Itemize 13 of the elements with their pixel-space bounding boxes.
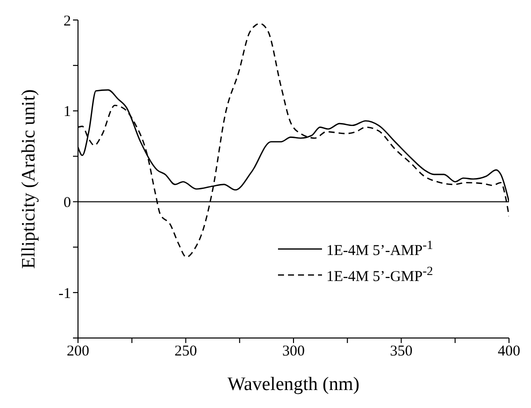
x-tick-label: 400 bbox=[498, 344, 520, 360]
y-axis-title: Ellipticity (Arabic unit) bbox=[18, 89, 40, 269]
x-tick-label: 200 bbox=[66, 344, 90, 360]
legend-label: 1E-4M 5’-AMP$^{-1}$ bbox=[326, 238, 433, 260]
y-tick-label: 0 bbox=[64, 195, 71, 212]
y-tick-label: 2 bbox=[64, 13, 71, 30]
x-tick-label: 250 bbox=[174, 344, 197, 360]
x-axis-title: Wavelength (nm) bbox=[228, 374, 360, 395]
x-tick-label: 300 bbox=[282, 344, 305, 360]
y-tick-label: -1 bbox=[58, 286, 71, 302]
legend-label: 1E-4M 5’-GMP$^{-2}$ bbox=[326, 264, 433, 286]
y-tick-label: 1 bbox=[64, 104, 71, 120]
x-tick-label: 350 bbox=[390, 344, 412, 360]
